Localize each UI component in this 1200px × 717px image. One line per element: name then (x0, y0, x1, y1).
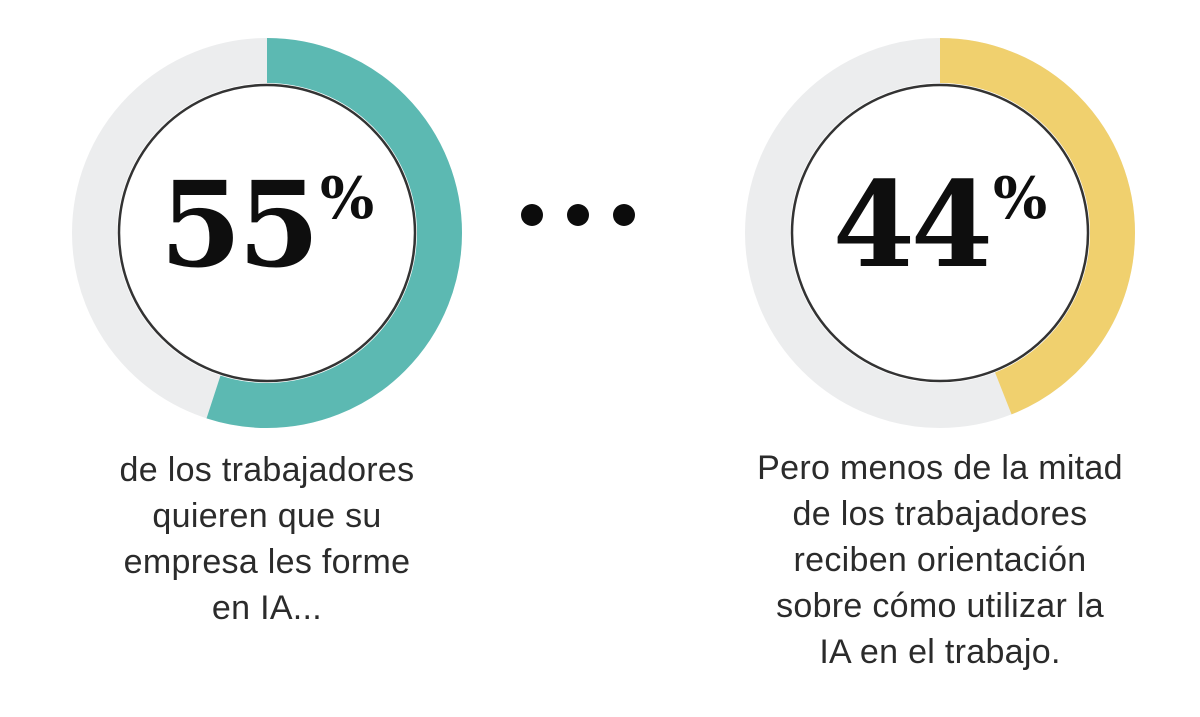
dot (613, 204, 635, 226)
dot (567, 204, 589, 226)
donut-svg (745, 38, 1135, 428)
donut-chart-55: 55% (72, 38, 462, 428)
donut-arc (72, 38, 462, 428)
donut-inner-circle (790, 83, 1090, 383)
donut-inner-circle (117, 83, 417, 383)
donut-arc (745, 38, 1135, 428)
stat-caption: Pero menos de la mitad de los trabajador… (757, 449, 1123, 671)
stat-ai-training-desired: 55% de los trabajadores quieren que su e… (72, 38, 462, 627)
donut-chart-44: 44% (745, 38, 1135, 428)
stat-caption: de los trabajadores quieren que su empre… (119, 451, 415, 627)
donut-svg (72, 38, 462, 428)
dot (521, 204, 543, 226)
stat-ai-guidance-received: 44% Pero menos de la mitad de los trabaj… (745, 38, 1135, 671)
three-dots-icon (521, 204, 635, 226)
